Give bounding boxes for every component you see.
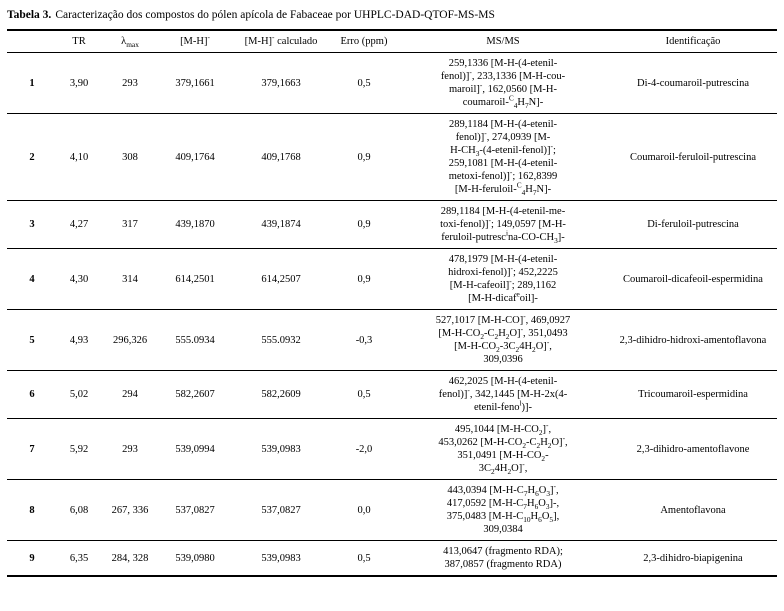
- cell-erro: 0,5: [331, 540, 397, 576]
- cell-tr: 6,35: [57, 540, 101, 576]
- cell-mh-calculated: 555.0932: [231, 309, 331, 371]
- table-row: 4 4,30 314 614,2501 614,2507 0,9 478,197…: [7, 248, 777, 310]
- column-header-erro-ppm: Erro (ppm): [340, 36, 388, 47]
- cell-lambda-max: 293: [101, 52, 159, 114]
- cell-mh-calculated: 539,0983: [231, 540, 331, 576]
- cell-lambda-max: 293: [101, 418, 159, 480]
- cell-erro: 0,5: [331, 370, 397, 419]
- cell-erro: 0,9: [331, 113, 397, 201]
- cell-mh-calculated: 409,1768: [231, 113, 331, 201]
- cell-identificacao: 2,3-dihidro-biapigenina: [609, 540, 777, 576]
- cell-mh: 555.0934: [159, 309, 231, 371]
- column-header-tr: TR: [72, 36, 86, 47]
- table-body: 1 3,90 293 379,1661 379,1663 0,5 259,133…: [7, 52, 777, 576]
- cell-msms: 259,1336 [M-H-(4-etenil-fenol)]-, 233,13…: [397, 52, 609, 114]
- column-header-lambda-max: λmax: [121, 36, 139, 50]
- cell-identificacao: Di-feruloil-putrescina: [609, 200, 777, 249]
- table-row: 9 6,35 284, 328 539,0980 539,0983 0,5 41…: [7, 540, 777, 576]
- table-caption: Tabela 3. Caracterização dos compostos do…: [7, 8, 777, 22]
- cell-compound-number: 3: [7, 200, 57, 249]
- table-caption-text: Caracterização dos compostos do pólen ap…: [55, 9, 495, 21]
- column-header-identificacao: Identificação: [665, 36, 721, 47]
- cell-mh: 409,1764: [159, 113, 231, 201]
- column-header-mh: [M-H]-: [180, 32, 210, 47]
- cell-compound-number: 6: [7, 370, 57, 419]
- cell-identificacao: 2,3-dihidro-hidroxi-amentoflavona: [609, 309, 777, 371]
- cell-lambda-max: 296,326: [101, 309, 159, 371]
- cell-mh: 539,0994: [159, 418, 231, 480]
- cell-mh-calculated: 537,0827: [231, 479, 331, 541]
- header-row: TR λmax [M-H]- [M-H]- calculado Erro (pp…: [7, 30, 777, 53]
- cell-compound-number: 8: [7, 479, 57, 541]
- cell-msms: 443,0394 [M-H-C7H6O3]-, 417,0592 [M-H-C7H…: [397, 479, 609, 541]
- cell-tr: 3,90: [57, 52, 101, 114]
- table-header: TR λmax [M-H]- [M-H]- calculado Erro (pp…: [7, 30, 777, 53]
- cell-erro: 0,0: [331, 479, 397, 541]
- cell-tr: 5,02: [57, 370, 101, 419]
- cell-identificacao: Coumaroil-dicafeoil-espermidina: [609, 248, 777, 310]
- cell-compound-number: 4: [7, 248, 57, 310]
- cell-mh: 582,2607: [159, 370, 231, 419]
- cell-mh-calculated: 614,2507: [231, 248, 331, 310]
- cell-tr: 4,27: [57, 200, 101, 249]
- table-row: 6 5,02 294 582,2607 582,2609 0,5 462,202…: [7, 370, 777, 419]
- table-caption-label: Tabela 3.: [7, 9, 52, 21]
- cell-lambda-max: 308: [101, 113, 159, 201]
- column-header-msms: MS/MS: [486, 36, 520, 47]
- cell-mh-calculated: 539,0983: [231, 418, 331, 480]
- cell-msms: 527,1017 [M-H-CO]-, 469,0927 [M-H-CO2-C2H…: [397, 309, 609, 371]
- cell-identificacao: Di-4-coumaroil-putrescina: [609, 52, 777, 114]
- cell-mh: 614,2501: [159, 248, 231, 310]
- cell-erro: 0,5: [331, 52, 397, 114]
- cell-identificacao: Coumaroil-feruloil-putrescina: [609, 113, 777, 201]
- cell-identificacao: 2,3-dihidro-amentoflavone: [609, 418, 777, 480]
- cell-mh-calculated: 379,1663: [231, 52, 331, 114]
- cell-compound-number: 7: [7, 418, 57, 480]
- cell-compound-number: 2: [7, 113, 57, 201]
- cell-tr: 5,92: [57, 418, 101, 480]
- cell-erro: 0,9: [331, 200, 397, 249]
- cell-msms: 289,1184 [M-H-(4-etenil-fenol)]-, 274,09…: [397, 113, 609, 201]
- table-row: 7 5,92 293 539,0994 539,0983 -2,0 495,10…: [7, 418, 777, 480]
- cell-msms: 289,1184 [M-H-(4-etenil-me-toxi-fenol)]-…: [397, 200, 609, 249]
- cell-tr: 4,30: [57, 248, 101, 310]
- cell-erro: 0,9: [331, 248, 397, 310]
- cell-identificacao: Amentoflavona: [609, 479, 777, 541]
- cell-lambda-max: 284, 328: [101, 540, 159, 576]
- cell-compound-number: 9: [7, 540, 57, 576]
- cell-lambda-max: 267, 336: [101, 479, 159, 541]
- cell-mh: 439,1870: [159, 200, 231, 249]
- cell-tr: 6,08: [57, 479, 101, 541]
- cell-mh: 539,0980: [159, 540, 231, 576]
- cell-lambda-max: 314: [101, 248, 159, 310]
- cell-msms: 478,1979 [M-H-(4-etenil-hidroxi-fenol)]-…: [397, 248, 609, 310]
- cell-lambda-max: 294: [101, 370, 159, 419]
- table-row: 2 4,10 308 409,1764 409,1768 0,9 289,118…: [7, 113, 777, 201]
- cell-tr: 4,93: [57, 309, 101, 371]
- cell-erro: -0,3: [331, 309, 397, 371]
- cell-identificacao: Tricoumaroil-espermidina: [609, 370, 777, 419]
- cell-mh: 537,0827: [159, 479, 231, 541]
- table-row: 5 4,93 296,326 555.0934 555.0932 -0,3 52…: [7, 309, 777, 371]
- table-row: 1 3,90 293 379,1661 379,1663 0,5 259,133…: [7, 52, 777, 114]
- cell-msms: 413,0647 (fragmento RDA); 387,0857 (fragm…: [397, 540, 609, 576]
- cell-compound-number: 5: [7, 309, 57, 371]
- cell-compound-number: 1: [7, 52, 57, 114]
- cell-mh: 379,1661: [159, 52, 231, 114]
- column-header-mh-calculated: [M-H]- calculado: [244, 32, 318, 47]
- cell-msms: 462,2025 [M-H-(4-etenil-fenol)]-, 342,14…: [397, 370, 609, 419]
- cell-msms: 495,1044 [M-H-CO2]-, 453,0262 [M-H-CO2-C2…: [397, 418, 609, 480]
- cell-tr: 4,10: [57, 113, 101, 201]
- table-row: 8 6,08 267, 336 537,0827 537,0827 0,0 44…: [7, 479, 777, 541]
- compounds-table: TR λmax [M-H]- [M-H]- calculado Erro (pp…: [7, 29, 777, 577]
- cell-lambda-max: 317: [101, 200, 159, 249]
- cell-erro: -2,0: [331, 418, 397, 480]
- cell-mh-calculated: 582,2609: [231, 370, 331, 419]
- column-header-empty: [7, 30, 57, 53]
- cell-mh-calculated: 439,1874: [231, 200, 331, 249]
- table-row: 3 4,27 317 439,1870 439,1874 0,9 289,118…: [7, 200, 777, 249]
